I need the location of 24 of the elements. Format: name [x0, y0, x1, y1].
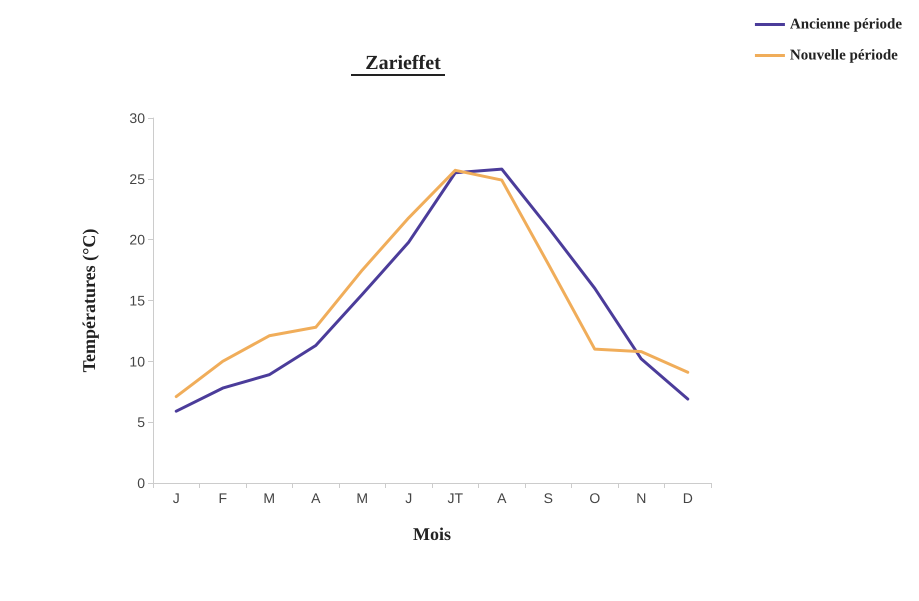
x-tick-label: F — [218, 490, 228, 506]
x-tick-label: O — [589, 490, 600, 506]
chart-title: Zarieffet — [365, 52, 442, 74]
x-tick-label: M — [356, 490, 368, 506]
y-tick-label: 0 — [137, 475, 146, 491]
x-tick-label: A — [497, 490, 508, 506]
y-tick-label: 15 — [129, 292, 146, 308]
y-tick-label: 25 — [129, 170, 146, 187]
y-axis-title: Températures (°C) — [79, 228, 99, 372]
y-tick-label: 20 — [129, 232, 146, 248]
x-tick-label: N — [636, 490, 646, 506]
y-tick-label: 30 — [129, 110, 146, 126]
x-tick-label: A — [311, 490, 322, 506]
x-tick-label: J — [405, 490, 412, 506]
y-tick-label: 10 — [129, 353, 146, 370]
x-axis-title: Mois — [413, 524, 451, 544]
x-tick-label: M — [263, 490, 276, 506]
x-tick-label: S — [544, 490, 553, 506]
x-tick-label: J — [172, 490, 180, 506]
legend-label: Nouvelle période — [790, 48, 898, 64]
legend-label: Ancienne période — [790, 16, 902, 32]
y-tick-label: 5 — [137, 414, 146, 430]
x-tick-label: JT — [447, 490, 464, 506]
x-tick-label: D — [682, 490, 693, 506]
